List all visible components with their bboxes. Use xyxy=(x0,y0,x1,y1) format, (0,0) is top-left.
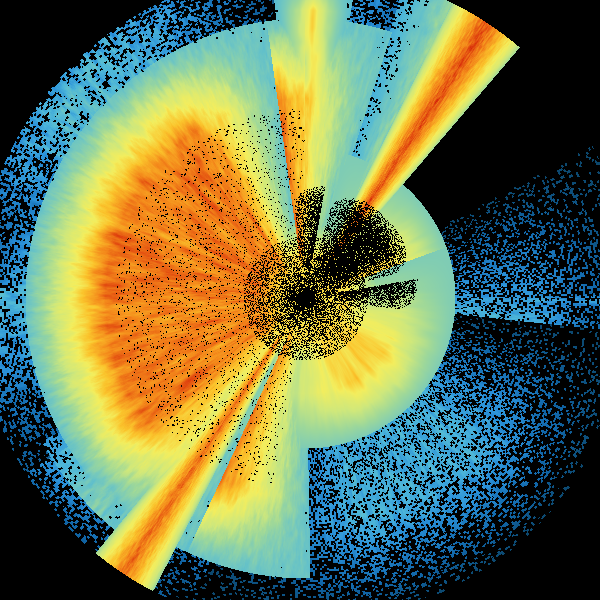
radar-reflectivity-canvas xyxy=(0,0,600,600)
radar-display xyxy=(0,0,600,600)
